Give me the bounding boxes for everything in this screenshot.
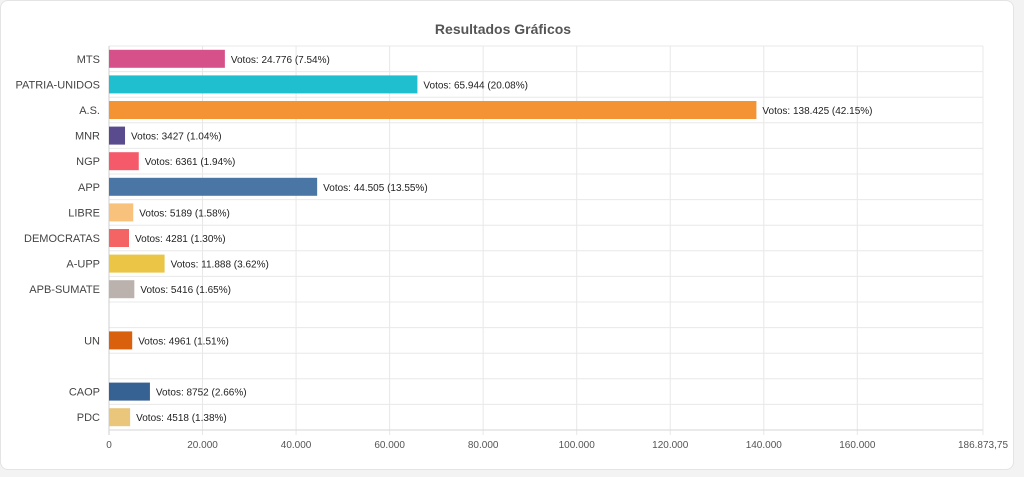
- x-tick-label: 120.000: [652, 440, 689, 451]
- category-label: DEMOCRATAS: [24, 233, 100, 245]
- category-label: APP: [78, 182, 100, 194]
- category-label: A-UPP: [66, 259, 100, 271]
- x-tick-label: 160.000: [839, 440, 876, 451]
- grid-lines: [108, 45, 984, 435]
- category-label: CAOP: [69, 387, 100, 399]
- bar[interactable]: [109, 101, 757, 119]
- data-label: Votos: 4281 (1.30%): [135, 234, 226, 245]
- bar[interactable]: [109, 408, 131, 427]
- category-label: APB-SUMATE: [29, 284, 100, 296]
- x-axis-ticks: 0 20.000 40.000 60.000 80.000 100.000 120.000 1…: [106, 440, 1008, 451]
- bar[interactable]: [109, 152, 139, 171]
- data-label: Votos: 8752 (2.66%): [156, 388, 247, 399]
- data-label: Votos: 11.888 (3.62%): [171, 260, 269, 271]
- data-label: Votos: 6361 (1.94%): [145, 157, 236, 168]
- category-label: A.S.: [79, 105, 100, 117]
- bar[interactable]: [109, 229, 130, 247]
- category-label: PDC: [77, 412, 100, 424]
- bar[interactable]: [109, 177, 318, 196]
- chart-title: Resultados Gráficos: [435, 21, 571, 37]
- x-tick-label: 80.000: [468, 440, 499, 451]
- data-label: Votos: 4961 (1.51%): [138, 336, 229, 347]
- category-label: UN: [84, 335, 100, 347]
- x-tick-label: 40.000: [281, 440, 312, 451]
- category-label: PATRIA-UNIDOS: [15, 79, 100, 91]
- bar[interactable]: [109, 49, 225, 68]
- bar[interactable]: [109, 203, 134, 222]
- category-label: NGP: [76, 156, 100, 168]
- bar[interactable]: [109, 331, 133, 350]
- data-label: Votos: 4518 (1.38%): [136, 413, 227, 424]
- data-label: Votos: 138.425 (42.15%): [762, 106, 872, 117]
- category-label: MTS: [77, 54, 100, 66]
- data-label: Votos: 3427 (1.04%): [131, 132, 222, 143]
- bar[interactable]: [109, 254, 165, 273]
- x-tick-label: 140.000: [746, 440, 783, 451]
- x-tick-label: 0: [106, 440, 112, 451]
- data-label: Votos: 24.776 (7.54%): [231, 55, 330, 66]
- x-tick-label: 186.873,75: [958, 440, 1008, 451]
- x-tick-label: 100.000: [559, 440, 596, 451]
- x-tick-label: 20.000: [187, 440, 218, 451]
- bar[interactable]: [109, 126, 126, 145]
- data-label: Votos: 5189 (1.58%): [139, 208, 230, 219]
- data-labels: Votos: 24.776 (7.54%) Votos: 65.944 (20.0…: [131, 55, 872, 424]
- bars-group: [109, 49, 757, 427]
- bar[interactable]: [109, 75, 418, 94]
- data-label: Votos: 5416 (1.65%): [140, 285, 231, 296]
- category-label: LIBRE: [68, 207, 100, 219]
- x-tick-label: 60.000: [374, 440, 405, 451]
- bar[interactable]: [109, 280, 135, 299]
- data-label: Votos: 65.944 (20.08%): [423, 80, 528, 91]
- category-label: MNR: [75, 131, 100, 143]
- data-label: Votos: 44.505 (13.55%): [323, 183, 428, 194]
- category-labels: MTS PATRIA-UNIDOS A.S. MNR NGP APP LIBRE DEMOCR…: [15, 54, 100, 424]
- bar[interactable]: [109, 382, 150, 401]
